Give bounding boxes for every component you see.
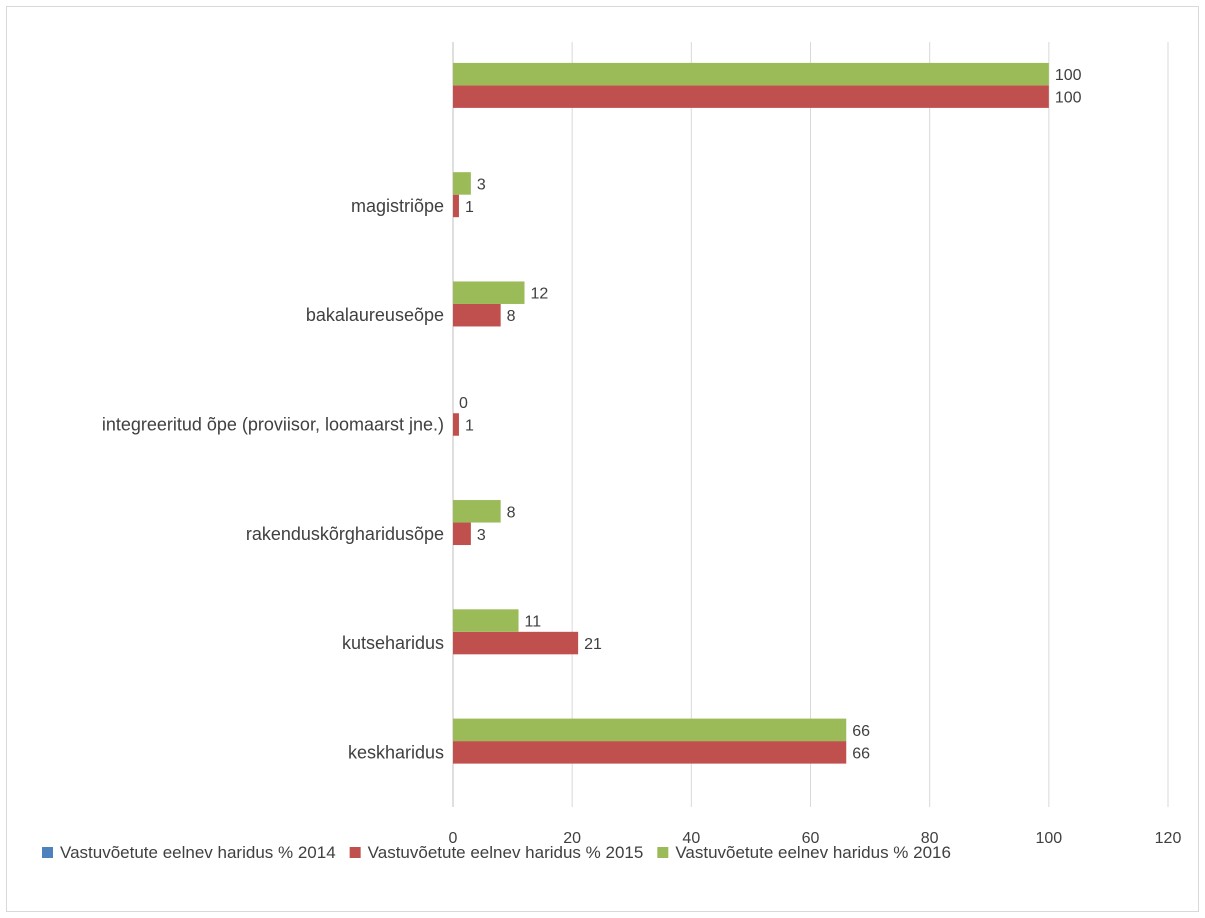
data-label: 0: [459, 395, 468, 412]
data-label: 1: [465, 418, 474, 435]
data-label: 66: [852, 745, 870, 762]
legend: Vastuvõetute eelnev haridus % 2014 Vastuv…: [42, 843, 951, 862]
legend-label: Vastuvõetute eelnev haridus % 2015: [368, 843, 644, 862]
data-label: 8: [507, 308, 516, 325]
bar: [453, 303, 501, 327]
data-label: 3: [477, 527, 486, 544]
legend-label: Vastuvõetute eelnev haridus % 2014: [60, 843, 336, 862]
bar: [453, 413, 459, 436]
legend-swatch: [349, 847, 361, 858]
data-label: 66: [852, 723, 870, 740]
category-label: keskharidus: [348, 742, 444, 762]
bar: [453, 62, 1049, 86]
bar: [453, 741, 847, 764]
bar: [453, 85, 1049, 108]
data-label: 1: [465, 199, 474, 216]
legend-swatch: [657, 847, 669, 858]
data-label: 21: [584, 636, 602, 653]
x-tick-label: 120: [1155, 830, 1182, 847]
x-axis-ticks: 0 20 40 60 80 100 120: [449, 830, 1182, 847]
bar: [453, 500, 501, 523]
bar: [453, 718, 847, 742]
legend-label: Vastuvõetute eelnev haridus % 2016: [675, 843, 951, 862]
gridlines: [452, 42, 1169, 807]
category-labels: keskharidus kutseharidus rakenduskõrgharid…: [102, 196, 444, 762]
bar: [453, 631, 579, 655]
data-label: 11: [525, 614, 542, 631]
bar: [453, 609, 519, 632]
category-label: magistriõpe: [351, 196, 444, 216]
x-tick-label: 0: [449, 830, 458, 847]
data-label: 100: [1055, 90, 1082, 107]
bar: [453, 194, 459, 218]
data-label: 100: [1055, 67, 1082, 84]
x-tick-label: 20: [563, 830, 581, 847]
category-label: rakenduskõrgharidusõpe: [246, 524, 444, 544]
bar: [453, 172, 471, 195]
data-label: 8: [507, 504, 516, 521]
x-tick-label: 100: [1035, 830, 1062, 847]
legend-swatch: [42, 847, 53, 858]
category-label: integreeritud õpe (proviisor, loomaarst …: [102, 415, 444, 435]
chart-frame: [6, 6, 1199, 912]
x-tick-label: 80: [921, 830, 939, 847]
category-label: kutseharidus: [342, 633, 444, 653]
category-label: bakalaureuseõpe: [306, 305, 444, 325]
data-label: 3: [477, 176, 486, 193]
bars: [453, 62, 1049, 764]
bar: [453, 281, 525, 304]
x-tick-label: 40: [682, 830, 700, 847]
x-tick-label: 60: [802, 830, 820, 847]
bar: [453, 522, 471, 546]
data-label: 12: [531, 286, 549, 303]
